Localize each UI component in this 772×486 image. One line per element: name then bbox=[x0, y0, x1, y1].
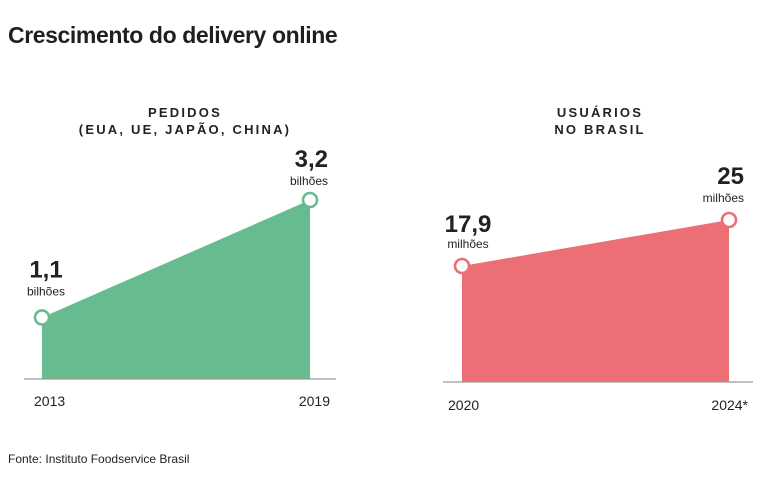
x-tick-users-2024*: 2024* bbox=[711, 397, 748, 413]
value-label-users-2020: 17,9 bbox=[445, 211, 492, 238]
point-orders-2019 bbox=[301, 191, 319, 209]
unit-label-users-2024*: milhões bbox=[703, 191, 744, 205]
panel-title-users: USUÁRIOS NO BRASIL bbox=[500, 104, 700, 138]
panel-title-orders-line1: PEDIDOS bbox=[148, 105, 222, 120]
x-tick-users-2020: 2020 bbox=[448, 397, 479, 413]
panel-title-orders-line2: (EUA, UE, JAPÃO, CHINA) bbox=[78, 122, 292, 137]
unit-label-users-2020: milhões bbox=[447, 237, 488, 251]
area-orders bbox=[42, 200, 310, 379]
panel-title-orders: PEDIDOS (EUA, UE, JAPÃO, CHINA) bbox=[70, 104, 300, 138]
point-orders-2013 bbox=[33, 309, 51, 326]
value-label-users-2024*: 25 bbox=[717, 163, 744, 190]
value-label-orders-2019: 3,2 bbox=[295, 146, 328, 173]
source-note: Fonte: Instituto Foodservice Brasil bbox=[8, 452, 190, 466]
page-title: Crescimento do delivery online bbox=[8, 22, 338, 48]
unit-label-orders-2019: bilhões bbox=[290, 174, 328, 188]
panel-title-users-line1: USUÁRIOS bbox=[556, 105, 644, 120]
unit-label-orders-2013: bilhões bbox=[27, 284, 65, 298]
value-label-orders-2013: 1,1 bbox=[29, 256, 62, 283]
point-users-2020 bbox=[453, 257, 471, 275]
x-tick-orders-2019: 2019 bbox=[299, 393, 330, 409]
panel-title-users-line2: NO BRASIL bbox=[554, 122, 646, 137]
x-tick-orders-2013: 2013 bbox=[34, 393, 65, 409]
area-users bbox=[462, 220, 729, 382]
point-users-2024* bbox=[720, 211, 738, 229]
